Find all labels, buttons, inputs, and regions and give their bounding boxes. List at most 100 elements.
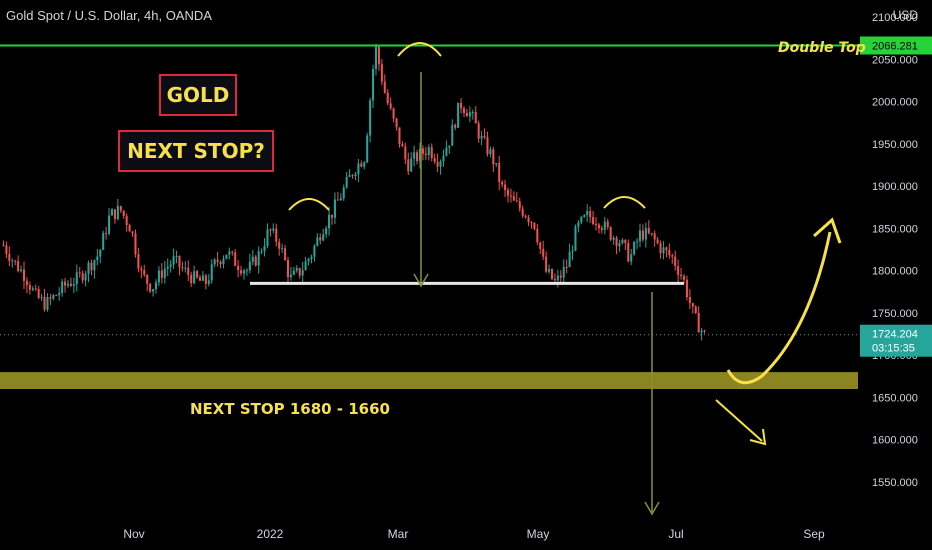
candle — [386, 89, 389, 106]
candle — [416, 149, 419, 165]
candle-body — [477, 123, 480, 139]
candle-body — [49, 297, 52, 299]
candle — [25, 277, 28, 294]
candle-body — [401, 143, 404, 147]
candle-body — [363, 162, 366, 167]
candle — [685, 275, 688, 301]
candle — [237, 259, 240, 278]
candle — [184, 261, 187, 273]
candle-body — [501, 181, 504, 185]
candle — [550, 268, 554, 281]
candle — [533, 222, 536, 231]
candle — [597, 222, 600, 234]
candle-body — [480, 135, 483, 139]
candle-body — [374, 46, 378, 70]
candle — [445, 140, 448, 157]
candle-body — [55, 295, 58, 297]
support-zone-layer — [0, 372, 858, 389]
time-tick-label: 2022 — [257, 527, 284, 541]
candle — [527, 215, 530, 227]
candle-body — [418, 148, 422, 162]
candle-body — [116, 206, 119, 220]
candle-body — [527, 217, 530, 222]
candle-body — [562, 266, 565, 278]
candle-body — [668, 250, 671, 256]
candle-body — [647, 228, 650, 234]
candle-body — [102, 232, 105, 250]
candle — [483, 128, 486, 140]
candle — [539, 241, 542, 254]
candle-body — [539, 242, 542, 249]
candle-body — [553, 279, 556, 281]
candle — [471, 109, 474, 120]
candle-body — [594, 223, 598, 225]
candle-body — [216, 259, 219, 262]
candle — [603, 216, 606, 235]
candle-body — [5, 245, 8, 254]
candle-body — [61, 281, 64, 293]
time-axis[interactable]: Nov 2022 Mar May Jul Sep — [123, 527, 825, 541]
candle-body — [190, 274, 193, 284]
candle — [328, 206, 331, 236]
candle-body — [656, 239, 659, 244]
price-axis[interactable]: 2100.000 2050.000 2000.000 1950.000 1900.000… — [860, 12, 932, 489]
candle — [495, 162, 498, 167]
candle — [504, 179, 507, 197]
price-tick-label: 1800.000 — [872, 266, 918, 278]
candle-body — [691, 303, 694, 307]
candle-body — [486, 137, 489, 155]
candle — [96, 249, 99, 266]
breakdown-arrow-head — [749, 428, 767, 446]
candle-body — [671, 255, 674, 257]
last-price-label: 1724.204 — [872, 329, 918, 341]
candle-body — [427, 147, 430, 156]
candle-body — [96, 256, 99, 261]
candle-body — [231, 251, 234, 253]
candle-body — [240, 270, 243, 274]
price-tick-label: 1850.000 — [872, 223, 918, 235]
candle — [656, 237, 659, 245]
candle-body — [269, 229, 272, 231]
candle — [568, 243, 571, 268]
candle — [545, 251, 548, 273]
candle-body — [322, 234, 325, 241]
candle-body — [548, 269, 551, 272]
candle — [75, 264, 78, 292]
candle-body — [248, 261, 251, 271]
candle — [612, 235, 615, 245]
candle — [196, 269, 199, 280]
candle-body — [254, 256, 257, 266]
candle-body — [181, 267, 184, 269]
candle — [501, 180, 504, 188]
candle — [157, 266, 160, 286]
candle — [703, 329, 706, 334]
candle — [66, 280, 70, 288]
candle-body — [641, 230, 644, 240]
candle-body — [433, 158, 436, 162]
candle-body — [395, 118, 398, 128]
candle — [175, 250, 178, 264]
candle — [462, 106, 466, 117]
candle — [498, 155, 501, 191]
candle — [43, 289, 46, 312]
candle-body — [468, 112, 471, 117]
candle-body — [392, 108, 395, 119]
candle — [313, 243, 316, 262]
candle-body — [700, 330, 703, 333]
next-stop-badge-text: NEXT STOP? — [127, 139, 265, 163]
candle-body — [386, 92, 389, 104]
candle-body — [160, 270, 163, 278]
candle-body — [342, 187, 345, 199]
candle-body — [301, 270, 304, 276]
candle-body — [351, 175, 354, 177]
candle — [5, 241, 8, 259]
candle-body — [430, 147, 433, 159]
candle — [366, 132, 369, 164]
candle-body — [536, 228, 539, 243]
candle — [389, 97, 392, 111]
candle-body — [137, 254, 140, 269]
symbol-title[interactable]: Gold Spot / U.S. Dollar, 4h, OANDA — [6, 8, 212, 23]
candle-body — [565, 266, 568, 268]
candle — [228, 247, 231, 260]
